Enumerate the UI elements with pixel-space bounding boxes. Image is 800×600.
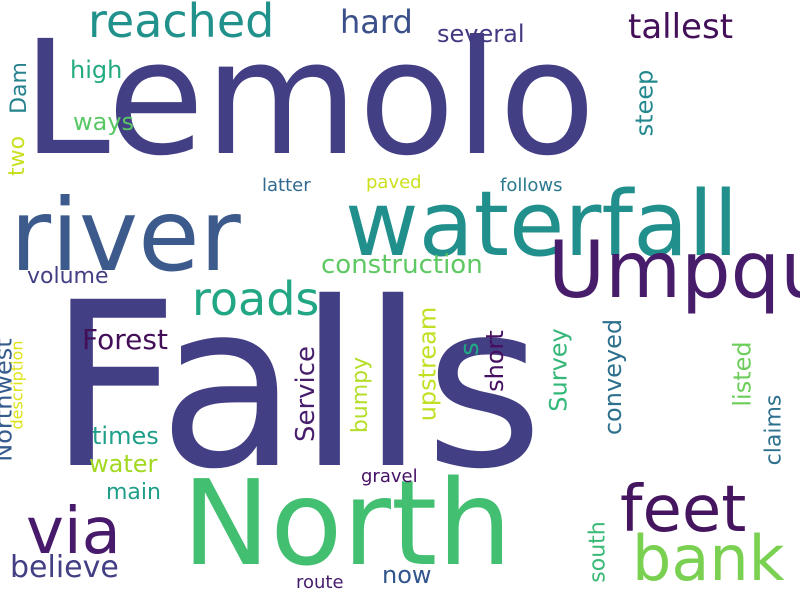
word-construction: construction xyxy=(321,250,483,280)
word-now: now xyxy=(382,561,432,589)
word-roads: roads xyxy=(192,272,320,326)
word-service: Service xyxy=(291,345,322,443)
word-reached: reached xyxy=(88,0,275,48)
word-short: short xyxy=(480,330,509,392)
word-forest: Forest xyxy=(82,323,168,356)
word-listed: listed xyxy=(728,341,757,407)
word-via: via xyxy=(26,495,121,569)
word-waterfall: waterfall xyxy=(345,172,739,277)
word-paved: paved xyxy=(366,172,422,193)
word-feet: feet xyxy=(620,473,747,547)
word-hard: hard xyxy=(340,3,413,41)
word-route: route xyxy=(296,572,344,593)
word-conveyed: conveyed xyxy=(599,318,628,436)
word-believe: believe xyxy=(10,550,119,585)
word-lemolo: Lemolo xyxy=(22,7,596,191)
word-two: two xyxy=(5,135,31,177)
word-steep: steep xyxy=(630,69,659,137)
word-south: south xyxy=(585,521,611,583)
word-follows: follows xyxy=(500,175,563,196)
word-volume: volume xyxy=(27,264,109,289)
word-water: water xyxy=(89,450,158,478)
word-upstream: upstream xyxy=(413,306,442,422)
word-gravel: gravel xyxy=(361,466,418,487)
word-bank: bank xyxy=(632,522,785,595)
word-river: river xyxy=(10,177,241,294)
word-dam: Dam xyxy=(6,62,32,114)
word-bumpy: bumpy xyxy=(348,356,374,434)
word-several: several xyxy=(437,20,525,48)
word-tallest: tallest xyxy=(628,7,734,47)
word-latter: latter xyxy=(262,175,311,196)
word-times: times xyxy=(92,422,159,450)
word-falls: Falls xyxy=(48,253,544,519)
word-survey: Survey xyxy=(544,328,573,412)
word-s: s xyxy=(454,342,485,356)
word-main: main xyxy=(106,480,161,505)
word-high: high xyxy=(70,56,123,84)
word-ways: ways xyxy=(73,108,135,136)
word-description: description xyxy=(7,340,27,430)
word-umpqua: Umpqua xyxy=(548,226,800,316)
word-claims: claims xyxy=(761,394,787,466)
word-north: North xyxy=(182,454,513,592)
